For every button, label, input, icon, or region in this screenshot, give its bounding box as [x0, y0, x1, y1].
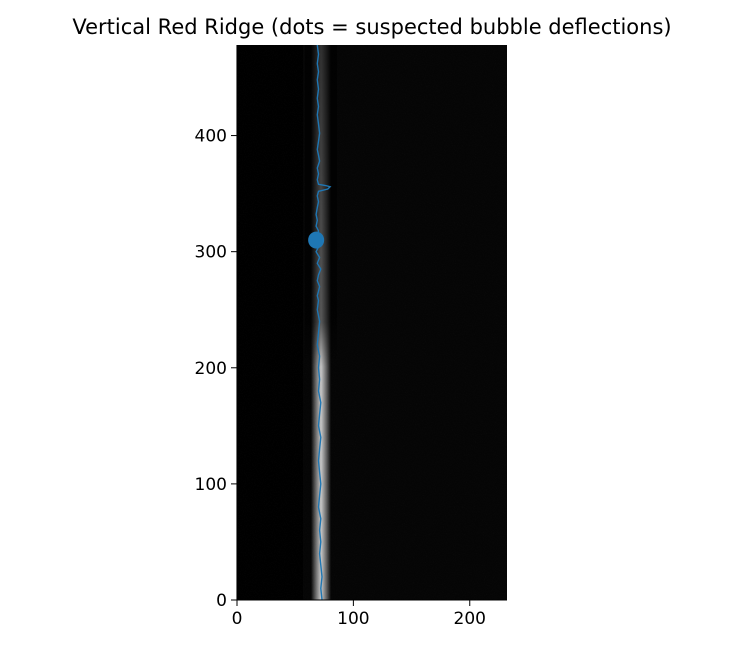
bubble-deflection-dot — [308, 231, 325, 249]
chart-title: Vertical Red Ridge (dots = suspected bub… — [72, 15, 671, 39]
ridge-trace-line — [315, 45, 332, 600]
image-noise — [237, 45, 507, 600]
x-tick-label: 0 — [232, 609, 243, 629]
y-tick-label: 200 — [195, 359, 227, 379]
x-tick-label: 200 — [454, 609, 486, 629]
y-tick-label: 400 — [195, 127, 227, 147]
plot-area — [237, 45, 507, 600]
y-tick-label: 0 — [216, 591, 227, 611]
streak-fade — [305, 45, 337, 600]
x-tick-label: 100 — [337, 609, 369, 629]
y-tick-label: 300 — [195, 243, 227, 263]
y-tick-label: 100 — [195, 475, 227, 495]
